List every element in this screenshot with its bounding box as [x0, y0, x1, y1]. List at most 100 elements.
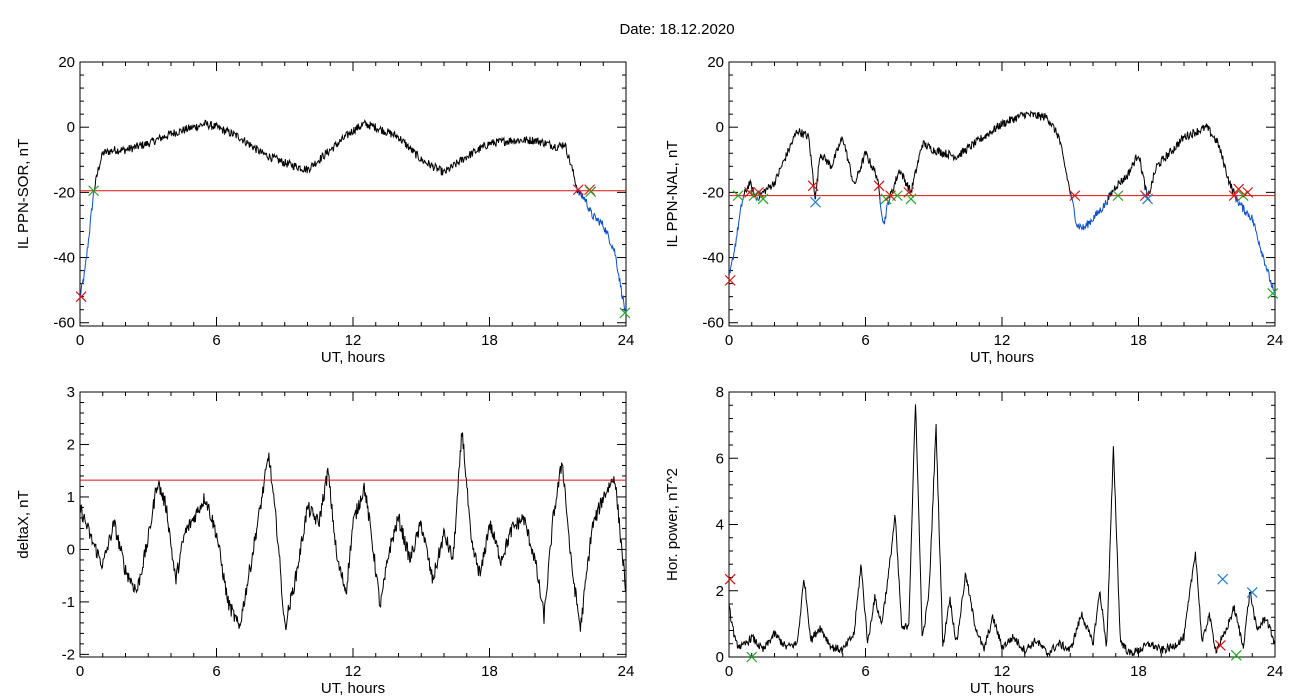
cross-marker — [1242, 186, 1254, 198]
cross-stroke — [1242, 186, 1254, 198]
cross-stroke — [1069, 190, 1081, 202]
cross-marker — [1217, 573, 1229, 585]
x-tick-label: 6 — [212, 332, 220, 349]
data-line — [743, 178, 755, 197]
cross-stroke — [757, 193, 769, 205]
data-line — [1147, 123, 1236, 199]
plot-area — [80, 118, 626, 314]
y-tick-label: 1 — [67, 489, 75, 506]
cross-stroke — [724, 274, 736, 286]
y-tick-label: -40 — [53, 250, 75, 267]
x-tick-label: 12 — [345, 332, 362, 349]
cross-marker — [724, 274, 736, 286]
plot-frame — [728, 61, 1276, 327]
y-tick-label: 0 — [67, 119, 75, 136]
data-line — [579, 190, 626, 314]
cross-stroke — [88, 185, 100, 197]
cross-marker — [1237, 190, 1249, 202]
y-axis-label: deltaX, nT — [15, 490, 32, 558]
y-tick-label: 0 — [716, 649, 724, 666]
plot-area — [729, 110, 1275, 295]
cross-stroke — [807, 180, 819, 192]
cross-marker — [1246, 586, 1258, 598]
data-line — [93, 118, 578, 194]
cross-marker — [724, 573, 736, 585]
cross-stroke — [619, 307, 631, 319]
x-tick-label: 0 — [725, 332, 733, 349]
cross-marker — [891, 190, 903, 202]
y-axis-label: IL PPN-SOR, nT — [15, 139, 32, 249]
cross-stroke — [732, 190, 744, 202]
cross-stroke — [905, 193, 917, 205]
x-tick-label: 24 — [618, 663, 635, 680]
data-line — [814, 136, 881, 204]
data-line — [889, 110, 1072, 200]
cross-stroke — [1217, 573, 1229, 585]
data-line — [1111, 154, 1148, 196]
cross-marker — [753, 186, 764, 198]
plot-area — [80, 432, 626, 632]
x-tick-label: 0 — [76, 332, 84, 349]
y-axis-label: Hor. power, nT^2 — [664, 468, 681, 581]
y-tick-label: 20 — [707, 54, 724, 71]
cross-marker — [1228, 190, 1240, 202]
cross-stroke — [746, 651, 758, 663]
cross-marker — [1267, 287, 1279, 299]
data-line — [1070, 192, 1110, 231]
x-tick-label: 12 — [345, 663, 362, 680]
x-tick-label: 0 — [725, 663, 733, 680]
cross-marker — [75, 291, 87, 303]
cross-stroke — [1246, 586, 1258, 598]
cross-stroke — [724, 573, 736, 585]
cross-stroke — [1112, 190, 1124, 202]
cross-stroke — [744, 186, 755, 198]
cross-stroke — [880, 193, 892, 205]
y-axis-label: IL PPN-NAL, nT — [664, 141, 681, 248]
panel-il-ppn-sor: 0 6 12 18 24 -60 -40 -20 0 20 UT, hours IL PPN-SOR,… — [15, 54, 634, 366]
x-axis-label: UT, hours — [970, 680, 1034, 697]
y-tick-label: -60 — [702, 315, 724, 332]
x-tick-label: 6 — [861, 663, 869, 680]
cross-marker — [903, 186, 915, 198]
y-tick-label: 20 — [58, 54, 75, 71]
panel-il-ppn-nal: 0 6 12 18 24 -60 -40 -20 0 20 UT, hours IL PPN-NAL,… — [664, 54, 1283, 366]
x-axis-label: UT, hours — [970, 349, 1034, 366]
cross-marker — [1230, 649, 1242, 661]
y-tick-label: -40 — [702, 250, 724, 267]
cross-marker — [810, 196, 821, 208]
cross-marker — [1142, 193, 1154, 205]
y-tick-label: 0 — [67, 541, 75, 558]
x-tick-label: 24 — [1267, 332, 1284, 349]
x-tick-label: 6 — [212, 663, 220, 680]
cross-stroke — [903, 186, 915, 198]
data-line — [1234, 194, 1275, 295]
y-tick-label: -20 — [702, 184, 724, 201]
cross-marker — [88, 185, 100, 197]
plot-frame — [728, 391, 1276, 658]
cross-marker — [1112, 190, 1124, 202]
x-tick-label: 12 — [994, 332, 1011, 349]
data-line — [729, 194, 745, 277]
cross-marker — [572, 184, 584, 196]
x-tick-label: 18 — [1130, 663, 1147, 680]
cross-marker — [748, 190, 760, 202]
data-line — [729, 404, 1275, 657]
y-tick-label: -60 — [53, 315, 75, 332]
cross-marker — [757, 193, 769, 205]
cross-stroke — [873, 180, 885, 192]
x-tick-label: 12 — [994, 663, 1011, 680]
x-tick-label: 24 — [618, 332, 635, 349]
plot-frame — [79, 61, 627, 327]
data-line — [80, 432, 626, 632]
x-axis-label: UT, hours — [321, 680, 385, 697]
cross-marker — [585, 186, 597, 198]
plot-area — [729, 404, 1275, 657]
x-tick-label: 18 — [481, 663, 498, 680]
cross-stroke — [748, 190, 760, 202]
cross-marker — [905, 193, 917, 205]
cross-stroke — [572, 184, 584, 196]
x-tick-label: 18 — [1130, 332, 1147, 349]
x-tick-label: 18 — [481, 332, 498, 349]
y-tick-label: 6 — [716, 450, 724, 467]
cross-stroke — [1267, 287, 1279, 299]
